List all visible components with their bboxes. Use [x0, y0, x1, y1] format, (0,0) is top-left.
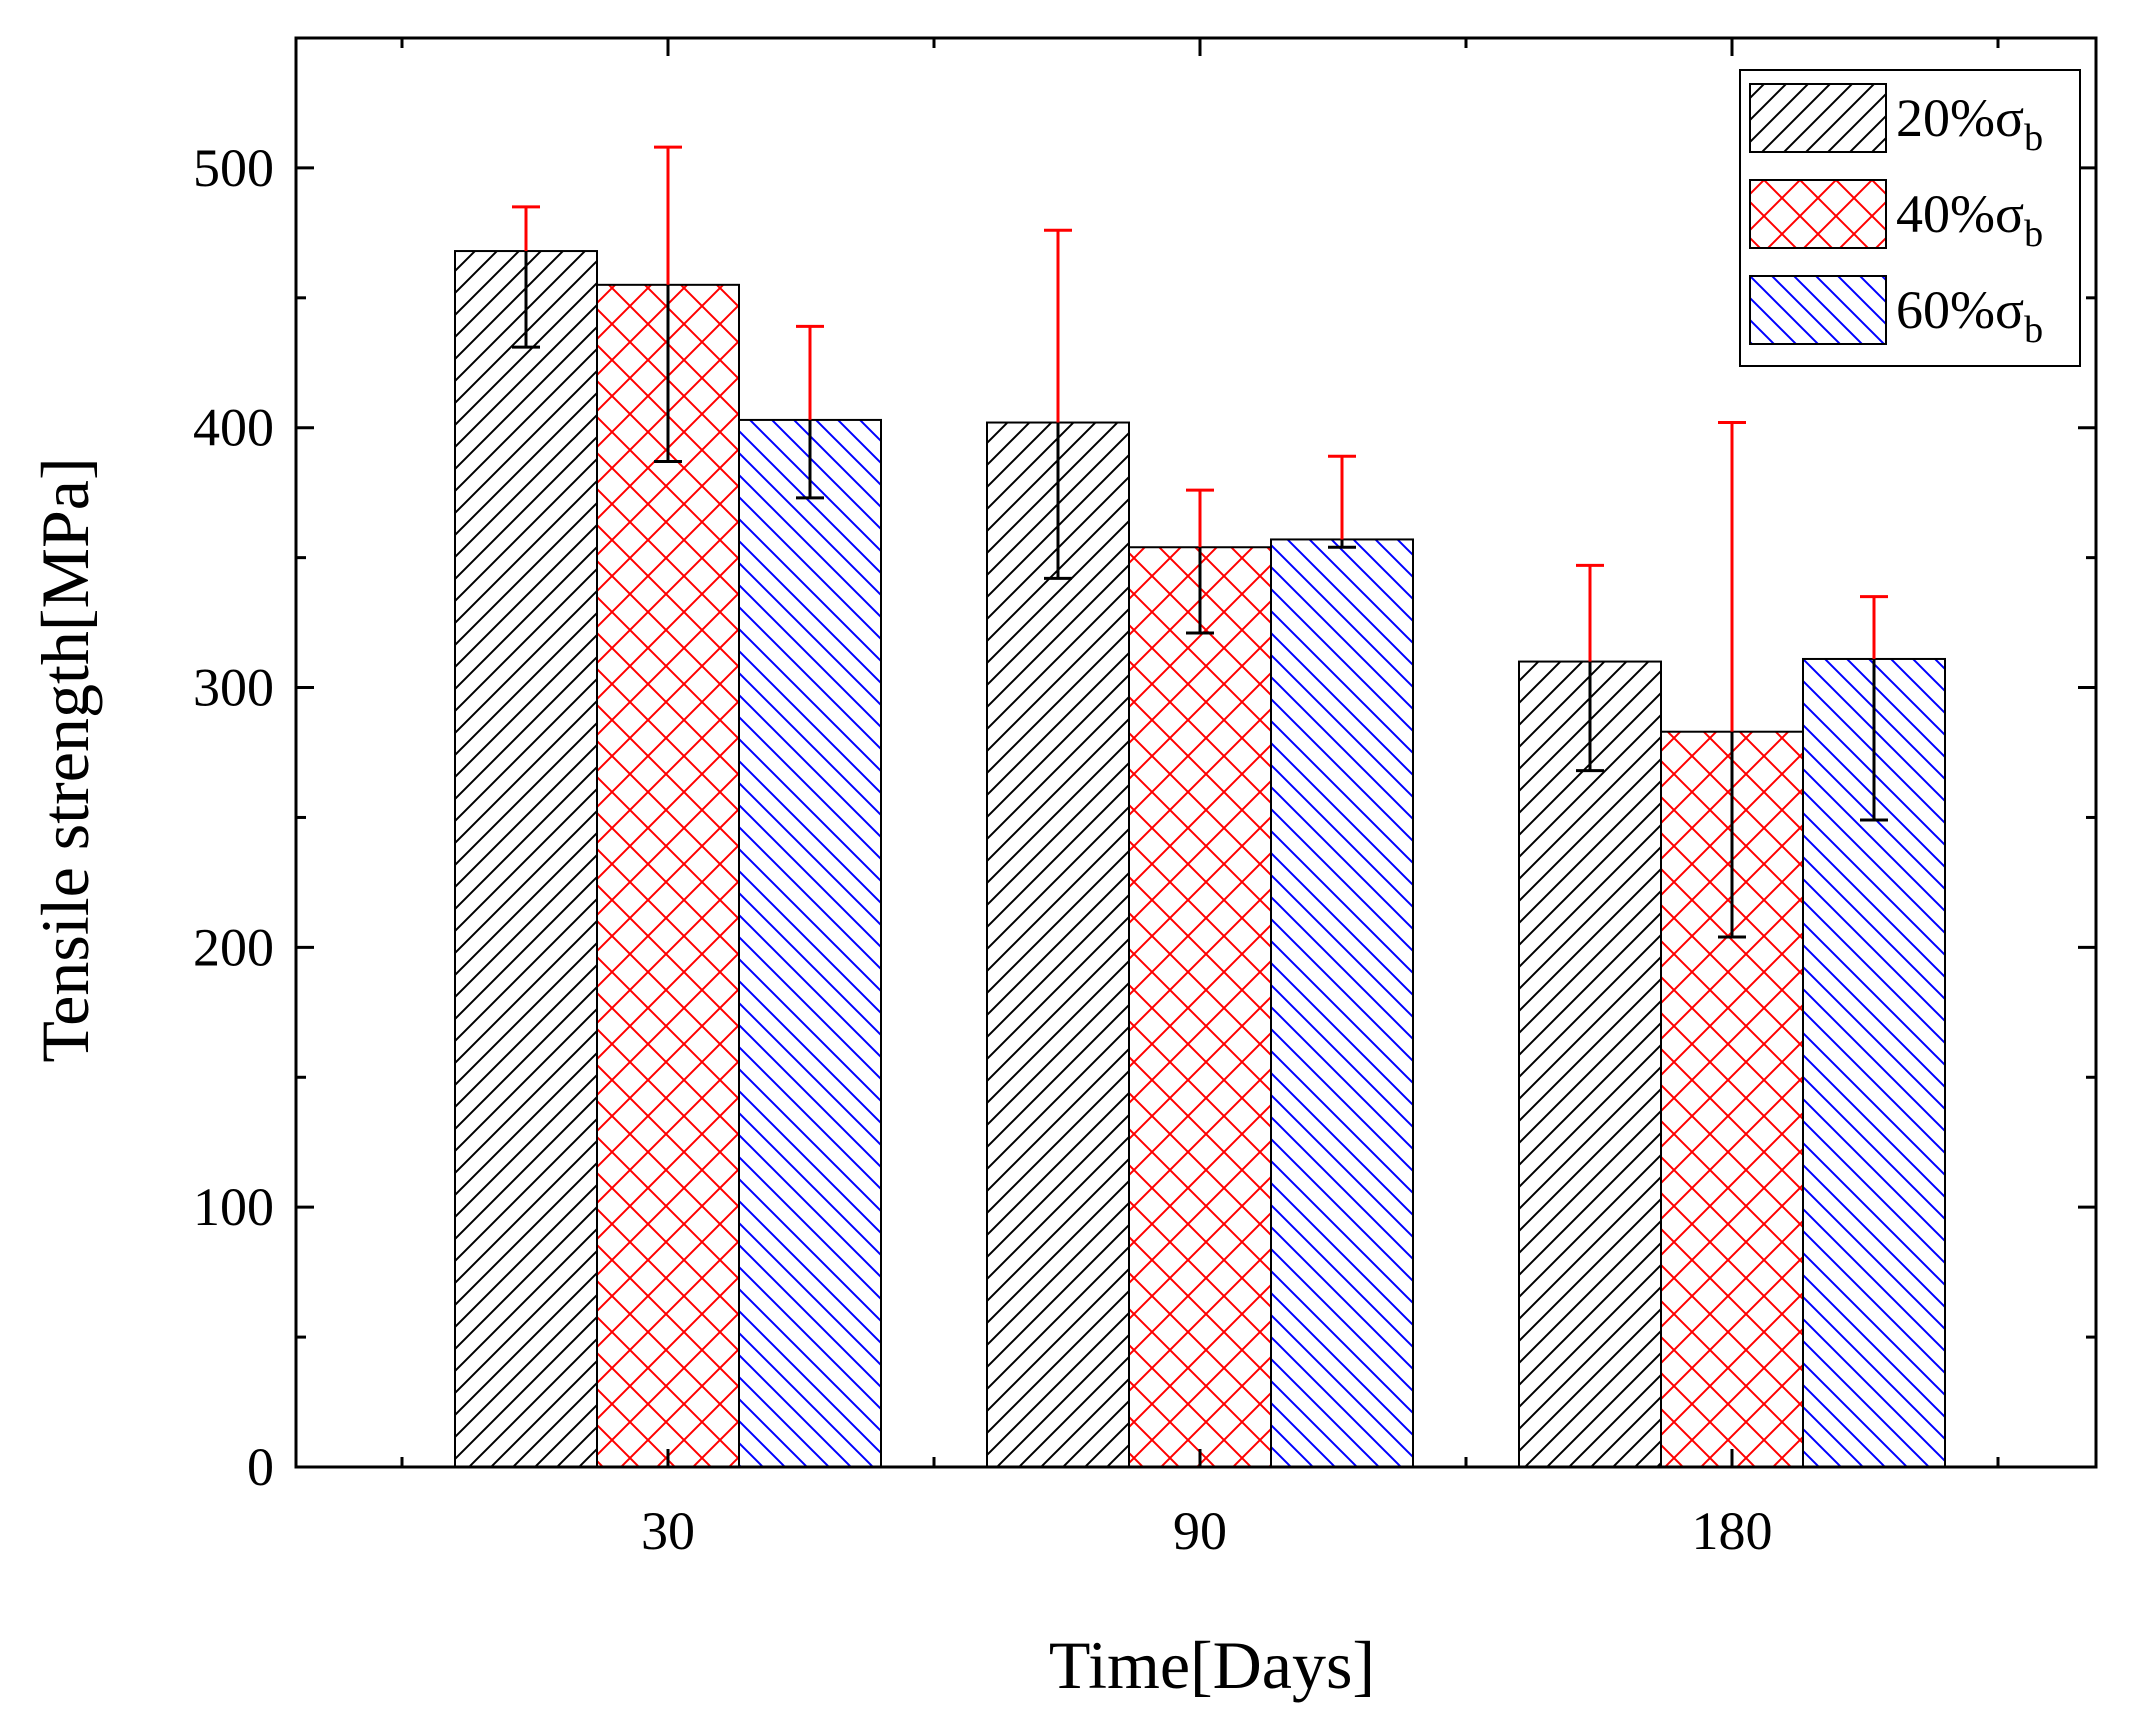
- x-tick-label: 30: [641, 1501, 695, 1561]
- y-ticks: 0 100 200 300 400 500: [193, 138, 2096, 1497]
- bar-diagonal-down-30: [738, 418, 882, 1468]
- bars: [454, 250, 1946, 1469]
- y-tick-label: 500: [193, 138, 274, 198]
- legend-label-subscript: b: [2024, 309, 2043, 351]
- bar-diagonal-up-30: [454, 250, 598, 1468]
- legend-swatch: [1749, 275, 1887, 345]
- legend-label-main: 60%σ: [1896, 280, 2024, 340]
- y-tick-label: 200: [193, 917, 274, 977]
- x-tick-label: 90: [1173, 1501, 1227, 1561]
- bar-crosshatch-90: [1128, 546, 1272, 1468]
- error-bars: [512, 145, 1888, 939]
- legend-label: 20%σb: [1896, 88, 2043, 159]
- y-tick-label: 0: [247, 1437, 274, 1497]
- x-ticks: 30 90 180: [400, 38, 2000, 1561]
- plot-frame: [294, 36, 2098, 1469]
- legend-label: 40%σb: [1896, 184, 2043, 255]
- y-axis-title: Tensile strength[MPa]: [27, 457, 103, 1062]
- x-axis-title: Time[Days]: [1049, 1627, 1375, 1703]
- legend-label-main: 40%σ: [1896, 184, 2024, 244]
- bar-diagonal-down-90: [1270, 538, 1414, 1468]
- legend-label: 60%σb: [1896, 280, 2043, 351]
- y-tick-label: 100: [193, 1177, 274, 1237]
- y-tick-label: 300: [193, 658, 274, 718]
- legend-label-subscript: b: [2024, 117, 2043, 159]
- legend-swatch: [1749, 179, 1887, 249]
- legend-label-subscript: b: [2024, 213, 2043, 255]
- x-tick-label: 180: [1692, 1501, 1773, 1561]
- legend-label-main: 20%σ: [1896, 88, 2024, 148]
- y-tick-label: 400: [193, 398, 274, 458]
- bar-diagonal-up-180: [1518, 660, 1662, 1468]
- legend-swatch: [1749, 83, 1887, 153]
- bar-crosshatch-30: [596, 283, 740, 1468]
- bar-diagonal-up-90: [986, 421, 1130, 1469]
